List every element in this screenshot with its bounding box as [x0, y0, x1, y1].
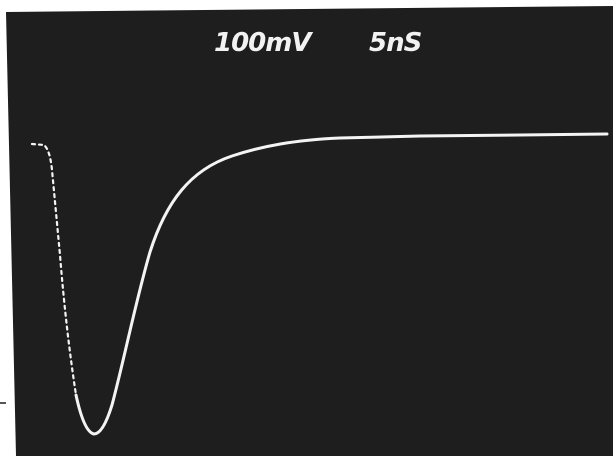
- oscilloscope-screen: [6, 6, 613, 456]
- waveform-falling-edge: [30, 142, 78, 397]
- vertical-scale-readout: 100mV: [214, 28, 311, 58]
- edge-mark: [0, 402, 6, 404]
- time-scale-readout: 5nS: [369, 28, 422, 58]
- waveform-trace: [74, 132, 609, 436]
